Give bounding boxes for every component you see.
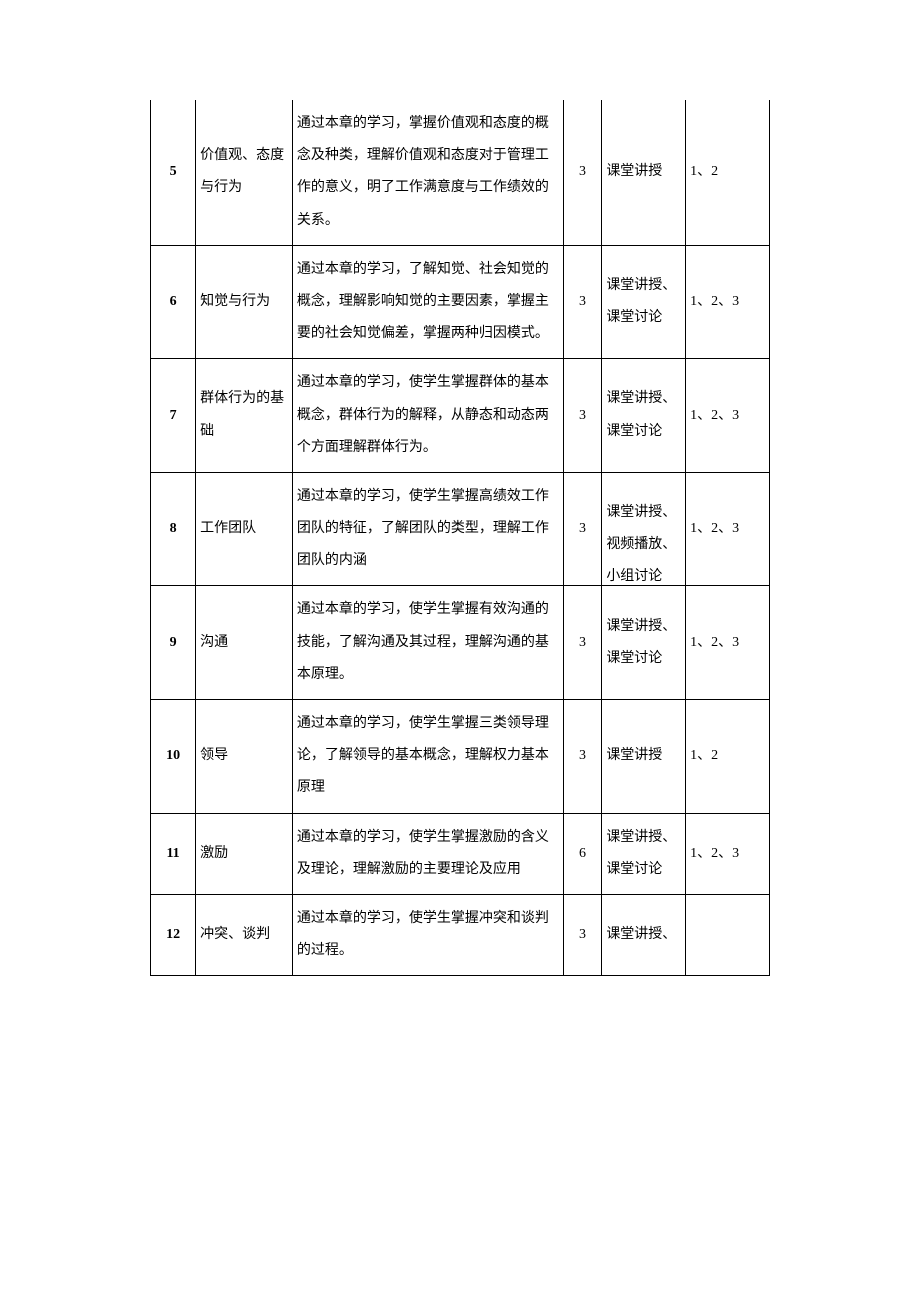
- row-method: 课堂讲授、课堂讨论: [602, 586, 686, 700]
- row-goals: 1、2、3: [686, 245, 770, 359]
- row-description: 通过本章的学习，了解知觉、社会知觉的概念，理解影响知觉的主要因素，掌握主要的社会…: [292, 245, 563, 359]
- syllabus-table: 5 价值观、态度与行为 通过本章的学习，掌握价值观和态度的概念及种类，理解价值观…: [150, 100, 770, 976]
- row-topic: 价值观、态度与行为: [196, 100, 293, 245]
- row-topic: 激励: [196, 813, 293, 894]
- table-row: 6 知觉与行为 通过本章的学习，了解知觉、社会知觉的概念，理解影响知觉的主要因素…: [151, 245, 770, 359]
- table-row: 10 领导 通过本章的学习，使学生掌握三类领导理论，了解领导的基本概念，理解权力…: [151, 700, 770, 814]
- row-number: 9: [151, 586, 196, 700]
- row-number: 6: [151, 245, 196, 359]
- row-description: 通过本章的学习，使学生掌握激励的含义及理论，理解激励的主要理论及应用: [292, 813, 563, 894]
- row-goals: [686, 894, 770, 975]
- row-goals: 1、2、3: [686, 359, 770, 473]
- table-row: 5 价值观、态度与行为 通过本章的学习，掌握价值观和态度的概念及种类，理解价值观…: [151, 100, 770, 245]
- row-hours: 3: [563, 245, 602, 359]
- row-description: 通过本章的学习，使学生掌握冲突和谈判的过程。: [292, 894, 563, 975]
- row-method: 课堂讲授、视频播放、 小组讨论: [602, 472, 686, 586]
- row-hours: 3: [563, 586, 602, 700]
- row-number: 11: [151, 813, 196, 894]
- row-hours: 6: [563, 813, 602, 894]
- row-method: 课堂讲授、课堂讨论: [602, 245, 686, 359]
- row-number: 12: [151, 894, 196, 975]
- row-goals: 1、2: [686, 700, 770, 814]
- row-hours: 3: [563, 100, 602, 245]
- row-description: 通过本章的学习，使学生掌握群体的基本概念，群体行为的解释，从静态和动态两个方面理…: [292, 359, 563, 473]
- table-row: 8 工作团队 通过本章的学习，使学生掌握高绩效工作团队的特征，了解团队的类型，理…: [151, 472, 770, 586]
- row-number: 5: [151, 100, 196, 245]
- row-method: 课堂讲授: [602, 700, 686, 814]
- row-description: 通过本章的学习，使学生掌握高绩效工作团队的特征，了解团队的类型，理解工作团队的内…: [292, 472, 563, 586]
- row-topic: 领导: [196, 700, 293, 814]
- row-number: 7: [151, 359, 196, 473]
- row-number: 10: [151, 700, 196, 814]
- row-method: 课堂讲授、课堂讨论: [602, 813, 686, 894]
- row-topic: 沟通: [196, 586, 293, 700]
- method-text: 课堂讲授、视频播放、: [606, 505, 676, 552]
- row-method: 课堂讲授: [602, 100, 686, 245]
- row-goals: 1、2: [686, 100, 770, 245]
- row-description: 通过本章的学习，掌握价值观和态度的概念及种类，理解价值观和态度对于管理工作的意义…: [292, 100, 563, 245]
- row-topic: 冲突、谈判: [196, 894, 293, 975]
- row-goals: 1、2、3: [686, 586, 770, 700]
- row-hours: 3: [563, 700, 602, 814]
- row-method: 课堂讲授、课堂讨论: [602, 359, 686, 473]
- row-description: 通过本章的学习，使学生掌握三类领导理论，了解领导的基本概念，理解权力基本原理: [292, 700, 563, 814]
- row-topic: 知觉与行为: [196, 245, 293, 359]
- row-topic: 群体行为的基础: [196, 359, 293, 473]
- row-topic: 工作团队: [196, 472, 293, 586]
- row-hours: 3: [563, 472, 602, 586]
- row-goals: 1、2、3: [686, 813, 770, 894]
- table-row: 12 冲突、谈判 通过本章的学习，使学生掌握冲突和谈判的过程。 3 课堂讲授、: [151, 894, 770, 975]
- row-method: 课堂讲授、: [602, 894, 686, 975]
- row-hours: 3: [563, 894, 602, 975]
- row-number: 8: [151, 472, 196, 586]
- row-description: 通过本章的学习，使学生掌握有效沟通的技能，了解沟通及其过程，理解沟通的基本原理。: [292, 586, 563, 700]
- table-row: 11 激励 通过本章的学习，使学生掌握激励的含义及理论，理解激励的主要理论及应用…: [151, 813, 770, 894]
- method-overflow: 小组讨论: [606, 561, 662, 586]
- row-hours: 3: [563, 359, 602, 473]
- table-row: 7 群体行为的基础 通过本章的学习，使学生掌握群体的基本概念，群体行为的解释，从…: [151, 359, 770, 473]
- table-row: 9 沟通 通过本章的学习，使学生掌握有效沟通的技能，了解沟通及其过程，理解沟通的…: [151, 586, 770, 700]
- row-goals: 1、2、3: [686, 472, 770, 586]
